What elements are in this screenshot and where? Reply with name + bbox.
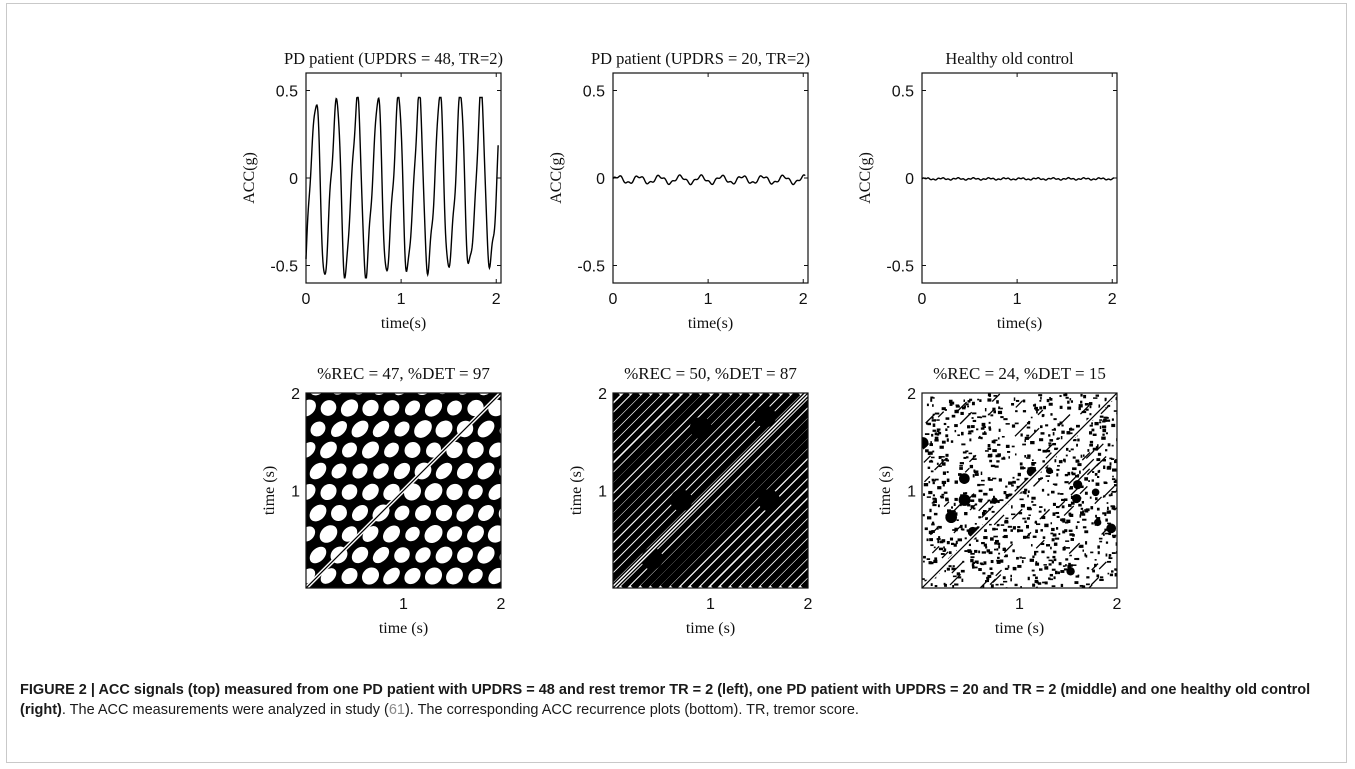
series-line	[305, 96, 499, 279]
caption-label: FIGURE 2 | ACC signals (top) measured fr…	[20, 682, 1311, 718]
x-tick-label: 2	[492, 291, 501, 308]
y-tick-label: 0	[905, 171, 914, 188]
caption-reference[interactable]: 61	[388, 702, 405, 718]
x-tick-label: 1	[1015, 596, 1024, 613]
recurrence-matrix	[922, 393, 1117, 588]
y-axis-label: time (s)	[568, 466, 585, 515]
plot-frame	[921, 392, 1118, 589]
x-tick-label: 0	[609, 291, 618, 308]
x-axis-label: time(s)	[688, 315, 733, 332]
y-tick-label: 1	[907, 484, 916, 501]
y-tick-label: -0.5	[270, 259, 298, 276]
figure-caption: FIGURE 2 | ACC signals (top) measured fr…	[20, 680, 1320, 720]
plot-frame	[612, 72, 809, 284]
y-tick-label: -0.5	[577, 259, 605, 276]
y-tick-label: 0	[596, 171, 605, 188]
series-line	[921, 176, 1115, 181]
x-tick-label: 2	[497, 596, 506, 613]
panel-title: Healthy old control	[945, 49, 1074, 68]
x-tick-label: 1	[399, 596, 408, 613]
x-tick-label: 1	[1013, 291, 1022, 308]
caption-text-2: ). The corresponding ACC recurrence plot…	[404, 702, 859, 718]
recurrence-matrix	[306, 393, 501, 588]
panel-title: PD patient (UPDRS = 20, TR=2)	[591, 49, 810, 68]
y-tick-label: 2	[291, 386, 300, 403]
y-tick-label: 1	[598, 484, 607, 501]
y-tick-label: 0.5	[892, 84, 914, 101]
x-axis-label: time (s)	[995, 620, 1044, 637]
x-axis-label: time (s)	[686, 620, 735, 637]
x-axis-label: time(s)	[997, 315, 1042, 332]
panel-title: %REC = 47, %DET = 97	[317, 364, 490, 383]
x-axis-label: time(s)	[381, 315, 426, 332]
x-tick-label: 2	[799, 291, 808, 308]
y-axis-label: ACC(g)	[548, 152, 565, 204]
x-tick-label: 1	[704, 291, 713, 308]
x-tick-label: 2	[1108, 291, 1117, 308]
recurrence-matrix	[613, 393, 808, 588]
panel-title: PD patient (UPDRS = 48, TR=2)	[284, 49, 503, 68]
figure-frame	[6, 3, 1347, 763]
series-line	[612, 174, 806, 186]
y-tick-label: 0	[289, 171, 298, 188]
y-axis-label: time (s)	[261, 466, 278, 515]
y-axis-label: ACC(g)	[241, 152, 258, 204]
x-axis-label: time (s)	[379, 620, 428, 637]
x-tick-label: 2	[804, 596, 813, 613]
figure-panels: PD patient (UPDRS = 48, TR=2)0.50-0.50 1 2…	[241, 49, 1122, 637]
panel-title: %REC = 50, %DET = 87	[624, 364, 797, 383]
y-axis-label: time (s)	[877, 466, 894, 515]
y-tick-label: -0.5	[886, 259, 914, 276]
plot-frame	[612, 392, 809, 589]
x-tick-label: 2	[1113, 596, 1122, 613]
x-tick-label: 0	[302, 291, 311, 308]
x-tick-label: 0	[918, 291, 927, 308]
y-tick-label: 2	[598, 386, 607, 403]
x-tick-label: 1	[706, 596, 715, 613]
y-tick-label: 0.5	[276, 84, 298, 101]
y-axis-label: ACC(g)	[857, 152, 874, 204]
caption-text-1: . The ACC measurements were analyzed in …	[61, 702, 389, 718]
x-tick-label: 1	[397, 291, 406, 308]
panel-title: %REC = 24, %DET = 15	[933, 364, 1106, 383]
plot-frame	[305, 392, 502, 589]
y-tick-label: 1	[291, 484, 300, 501]
y-tick-label: 2	[907, 386, 916, 403]
y-tick-label: 0.5	[583, 84, 605, 101]
